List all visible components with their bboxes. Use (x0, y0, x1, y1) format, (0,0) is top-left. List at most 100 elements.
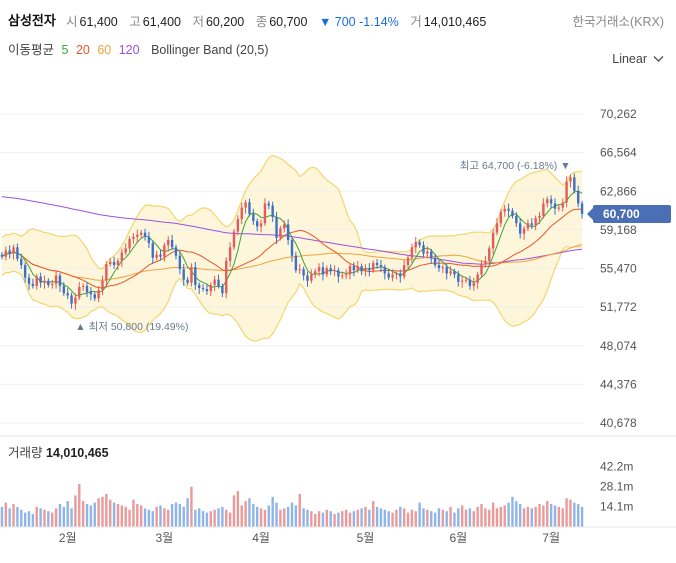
low-label: 저 (192, 15, 204, 29)
candle (399, 269, 402, 283)
volume-bar (275, 502, 278, 527)
candle-body (294, 255, 298, 271)
candle-body (542, 203, 545, 216)
candle (511, 208, 514, 219)
volume-bar (387, 511, 390, 527)
candle (209, 282, 212, 297)
candle (333, 265, 336, 277)
candle-body (534, 218, 537, 226)
volume-bar (410, 509, 414, 527)
candle-body (101, 280, 104, 291)
candle (356, 260, 359, 273)
volume-bar (395, 509, 398, 527)
candle (267, 200, 270, 210)
candle-body (538, 215, 541, 219)
volume-bar (74, 495, 77, 527)
candle (225, 257, 228, 299)
date-tick-label: 3월 (156, 531, 174, 545)
indicator-legend[interactable]: 이동평균 5 20 60 120 Bollinger Band (20,5) (8, 39, 273, 58)
candle-body (236, 219, 240, 232)
candle (433, 253, 437, 268)
volume-bar (325, 509, 329, 527)
volume-bar (576, 504, 580, 527)
candle (232, 229, 236, 250)
scale-dropdown[interactable]: Linear (612, 52, 664, 66)
candle (283, 220, 286, 233)
candle (101, 275, 104, 296)
volume-bar (399, 506, 402, 527)
volume-bar (549, 504, 553, 527)
candle-body (174, 247, 178, 256)
candle-body (476, 274, 479, 283)
candle-body (209, 284, 212, 292)
candle (186, 277, 189, 286)
volume-bar (54, 508, 58, 527)
ma-label: 이동평균 (8, 43, 55, 57)
scale-label: Linear (612, 52, 647, 66)
candle-body (240, 207, 243, 220)
candle-body (93, 294, 96, 299)
high-label: 고 (129, 15, 141, 29)
candle (132, 232, 135, 244)
candle (391, 269, 394, 282)
candle-body (58, 275, 62, 286)
candle (379, 259, 383, 273)
volume-bar (445, 511, 448, 527)
candle (23, 262, 27, 283)
candle (453, 268, 456, 279)
volume-bar (383, 509, 387, 527)
stock-name[interactable]: 삼성전자 (8, 13, 56, 28)
volume-bar (236, 491, 240, 527)
candle (221, 283, 224, 298)
candle (174, 244, 178, 260)
volume-bar (252, 504, 255, 527)
candle (375, 259, 379, 269)
candle-body (472, 282, 475, 286)
candle (503, 204, 506, 217)
volume-bar (170, 504, 174, 527)
volume-bar (186, 498, 189, 527)
candle-body (491, 232, 495, 249)
candle (194, 262, 197, 290)
volume-bar (426, 509, 429, 527)
candle-body (78, 286, 81, 298)
candle-body (244, 202, 247, 208)
volume-bars (0, 483, 584, 527)
ma60-label: 60 (97, 43, 112, 57)
volume-bar (333, 514, 336, 527)
volume-bar (232, 495, 236, 527)
date-axis: 2월 3월 4월 5월 6월 7월 (59, 531, 560, 545)
candle-body (128, 238, 131, 249)
volume-bar (35, 506, 38, 527)
volume-bar (31, 514, 35, 527)
candle (255, 218, 259, 232)
candle (190, 263, 193, 287)
candle (70, 292, 73, 309)
candle (78, 281, 81, 301)
volume-bar (66, 501, 69, 527)
price-tick-label: 40,678 (600, 416, 637, 430)
candle (147, 231, 151, 249)
candle (317, 263, 321, 277)
volume-bar (344, 509, 348, 527)
volume-bar (364, 506, 367, 527)
candle-body (159, 254, 162, 257)
candle (383, 264, 387, 280)
candle (518, 218, 522, 239)
volume-bar (337, 512, 340, 527)
volume-bar (240, 505, 243, 527)
volume-bar (449, 506, 452, 527)
volume-bar (561, 508, 564, 527)
candle (406, 255, 410, 269)
candle (290, 237, 294, 262)
volume-bar (511, 496, 514, 527)
candle-body (410, 247, 414, 258)
candle (252, 208, 255, 225)
volume-axis: 42.2m 28.1m 14.1m (600, 459, 633, 513)
candle (0, 251, 4, 260)
candle-body (298, 269, 301, 271)
candle (81, 283, 85, 291)
candle (484, 255, 487, 268)
volume-bar (356, 509, 359, 527)
